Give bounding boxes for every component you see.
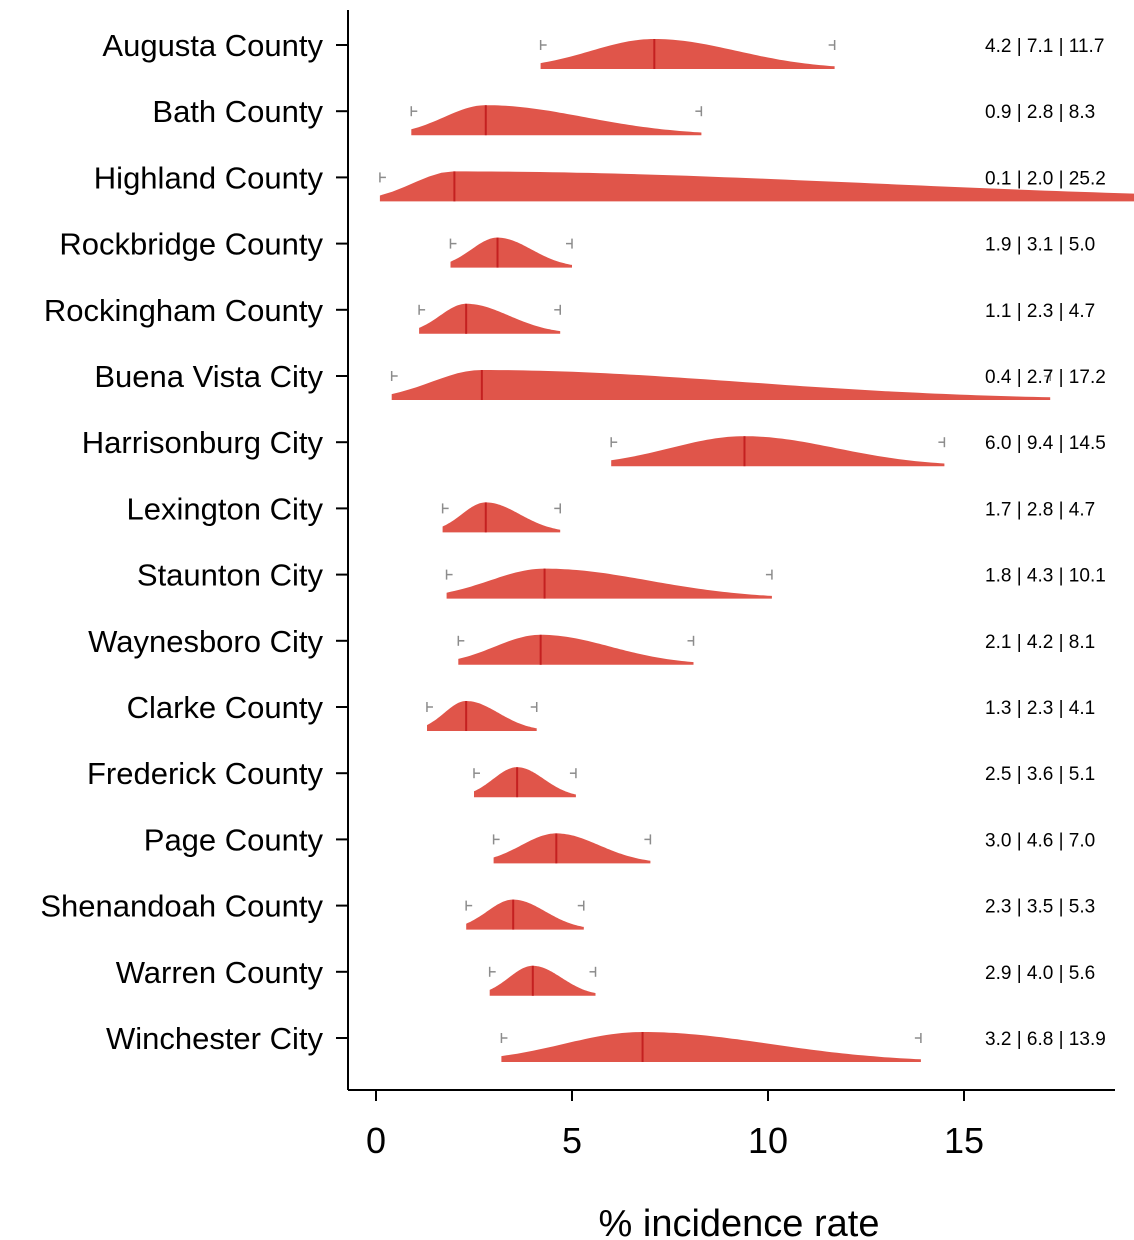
ridge-row: Rockingham County 1.1 | 2.3 | 4.7 xyxy=(44,293,1095,334)
category-label: Staunton City xyxy=(137,558,324,593)
category-label: Buena Vista City xyxy=(94,359,323,394)
value-label: 0.1 | 2.0 | 25.2 xyxy=(985,168,1106,189)
ridge-row: Shenandoah County 2.3 | 3.5 | 5.3 xyxy=(40,889,1095,930)
ridge-row: Lexington City 1.7 | 2.8 | 4.7 xyxy=(127,491,1095,533)
density-shape xyxy=(489,965,596,996)
ridge-row: Bath County 0.9 | 2.8 | 8.3 xyxy=(152,94,1095,136)
ridge-row: Augusta County 4.2 | 7.1 | 11.7 xyxy=(102,28,1104,69)
x-axis-title: % incidence rate xyxy=(599,1203,880,1240)
ridge-row: Winchester City 3.2 | 6.8 | 13.9 xyxy=(106,1021,1106,1062)
category-label: Page County xyxy=(144,822,324,857)
ridge-row: Staunton City 1.8 | 4.3 | 10.1 xyxy=(137,558,1106,599)
ridge-row: Frederick County 2.5 | 3.6 | 5.1 xyxy=(87,756,1095,798)
density-shape xyxy=(411,105,702,136)
ridge-row: Warren County 2.9 | 4.0 | 5.6 xyxy=(116,955,1095,996)
x-tick-label: 5 xyxy=(562,1120,582,1161)
density-shape xyxy=(450,237,572,268)
value-label: 1.7 | 2.8 | 4.7 xyxy=(985,499,1095,520)
category-label: Warren County xyxy=(116,955,324,990)
value-label: 4.2 | 7.1 | 11.7 xyxy=(985,36,1104,57)
category-label: Winchester City xyxy=(106,1021,324,1056)
value-label: 3.0 | 4.6 | 7.0 xyxy=(985,830,1095,851)
ridge-row: Highland County 0.1 | 2.0 | 25.2 xyxy=(94,160,1134,202)
x-tick-label: 0 xyxy=(366,1120,386,1161)
category-label: Harrisonburg City xyxy=(82,425,324,460)
density-shape xyxy=(611,436,945,467)
density-shape xyxy=(379,171,1134,202)
value-label: 2.3 | 3.5 | 5.3 xyxy=(985,897,1095,918)
density-shape xyxy=(474,767,576,798)
density-shape xyxy=(466,899,584,930)
ridge-row: Rockbridge County 1.9 | 3.1 | 5.0 xyxy=(59,227,1095,268)
density-shape xyxy=(427,701,537,731)
density-shape xyxy=(458,634,694,665)
density-shape xyxy=(540,39,835,69)
value-label: 2.9 | 4.0 | 5.6 xyxy=(985,963,1095,984)
axes xyxy=(347,10,1115,1091)
ridge-row: Waynesboro City 2.1 | 4.2 | 8.1 xyxy=(88,624,1095,665)
value-label: 0.9 | 2.8 | 8.3 xyxy=(985,102,1095,123)
category-label: Clarke County xyxy=(127,690,324,725)
x-ticks: 051015202530 xyxy=(366,1090,984,1161)
density-shape xyxy=(501,1032,921,1062)
category-label: Highland County xyxy=(94,160,324,195)
category-label: Shenandoah County xyxy=(40,889,323,924)
density-shape xyxy=(391,370,1051,400)
category-label: Rockbridge County xyxy=(59,227,323,262)
value-label: 1.1 | 2.3 | 4.7 xyxy=(985,301,1095,322)
value-label: 2.5 | 3.6 | 5.1 xyxy=(985,764,1095,785)
density-shape xyxy=(442,502,561,533)
value-label: 1.3 | 2.3 | 4.1 xyxy=(985,698,1095,719)
rows: Augusta County 4.2 | 7.1 | 11.7 Bath Count… xyxy=(40,28,1134,1062)
category-label: Frederick County xyxy=(87,756,324,791)
x-tick-label: 10 xyxy=(748,1120,788,1161)
value-label: 3.2 | 6.8 | 13.9 xyxy=(985,1029,1106,1050)
value-label: 6.0 | 9.4 | 14.5 xyxy=(985,433,1106,454)
ridge-row: Page County 3.0 | 4.6 | 7.0 xyxy=(144,822,1095,864)
category-label: Waynesboro City xyxy=(88,624,323,659)
ridge-row: Harrisonburg City 6.0 | 9.4 | 14.5 xyxy=(82,425,1106,467)
category-label: Lexington City xyxy=(127,491,324,526)
density-shape xyxy=(493,833,651,864)
category-label: Augusta County xyxy=(102,28,323,63)
x-tick-label: 15 xyxy=(944,1120,984,1161)
density-shape xyxy=(446,568,772,599)
value-label: 1.8 | 4.3 | 10.1 xyxy=(985,566,1106,587)
density-shape xyxy=(419,303,561,334)
value-label: 1.9 | 3.1 | 5.0 xyxy=(985,235,1095,256)
ridge-row: Clarke County 1.3 | 2.3 | 4.1 xyxy=(127,690,1095,731)
ridge-row: Buena Vista City 0.4 | 2.7 | 17.2 xyxy=(94,359,1106,400)
value-label: 2.1 | 4.2 | 8.1 xyxy=(985,632,1095,653)
category-label: Bath County xyxy=(152,94,323,129)
category-label: Rockingham County xyxy=(44,293,324,328)
value-label: 0.4 | 2.7 | 17.2 xyxy=(985,367,1106,388)
